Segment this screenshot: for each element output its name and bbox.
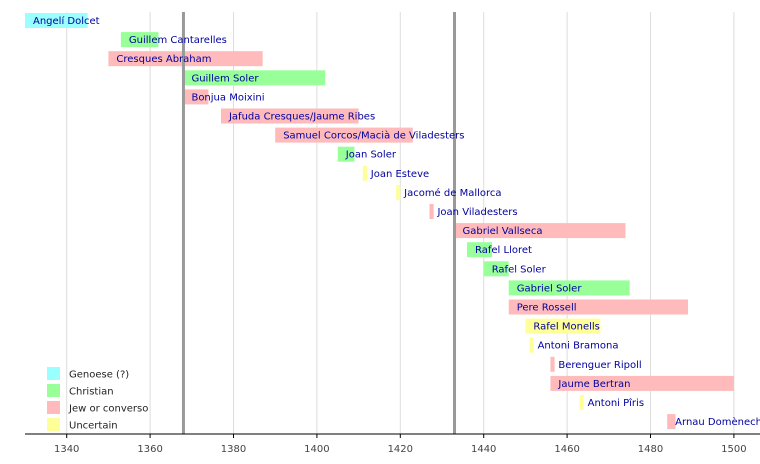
bar-label-2: Cresques Abraham (116, 54, 211, 65)
bar-label-20: Antoni Pîris (588, 397, 644, 409)
tick-label-1440: 1440 (471, 444, 496, 455)
bar-label-13: Rafel Soler (492, 264, 547, 275)
legend-label-christian: Christian (69, 387, 114, 398)
legend-swatch-jew (47, 401, 60, 414)
bar-15 (508, 299, 689, 315)
bar-label-7: Joan Soler (345, 150, 397, 161)
bar-8 (362, 165, 367, 181)
legend-swatch-uncertain (47, 418, 60, 431)
tick-label-1400: 1400 (304, 444, 329, 455)
tick-label-1500: 1500 (721, 444, 746, 455)
bar-4 (183, 89, 209, 105)
bar-6 (275, 127, 413, 143)
bar-label-17: Antoni Bramona (538, 341, 619, 352)
bar-labels: Angelí Dolcet Guillem Cantarelles Cresques… (33, 15, 760, 428)
marker-lines (181, 12, 457, 434)
legend-swatch-genoese (47, 367, 60, 380)
bar-label-19: Jaume Bertran (557, 379, 630, 390)
bar-label-5: Jafuda Cresques/Jaume Ribes (228, 112, 375, 123)
x-axis-ticks: 1340 1360 1380 1400 1420 1440 1460 1480 1500 (54, 434, 747, 455)
bar-11 (454, 223, 626, 239)
tick-label-1480: 1480 (638, 444, 663, 455)
bar-label-14: Gabriel Soler (517, 283, 583, 294)
bar-5 (220, 108, 359, 124)
bar-label-10: Joan Viladesters (436, 207, 517, 218)
bar-12 (467, 242, 493, 258)
bar-label-4: Bonjua Moixini (191, 92, 264, 103)
legend: Genoese (?) Christian Jew or converso Uncer… (47, 367, 148, 432)
tick-label-1420: 1420 (388, 444, 413, 455)
tick-label-1460: 1460 (554, 444, 579, 455)
bar-21 (667, 414, 676, 430)
bar-14 (508, 280, 630, 296)
bar-7 (337, 146, 355, 162)
bar-label-12: Rafel Lloret (475, 245, 532, 256)
bar-13 (483, 261, 509, 277)
bar-0 (25, 13, 88, 28)
bar-19 (550, 375, 734, 391)
tick-label-1380: 1380 (221, 444, 246, 455)
bar-10 (429, 204, 434, 219)
bar-20 (579, 395, 584, 410)
bar-label-18: Berenguer Ripoll (558, 360, 641, 371)
bar-9 (396, 184, 401, 200)
bar-3 (183, 70, 326, 86)
legend-swatch-christian (47, 384, 60, 397)
bar-label-3: Guillem Soler (191, 73, 259, 84)
bar-label-9: Jacomé de Mallorca (403, 187, 501, 199)
legend-label-jew: Jew or converso (68, 404, 148, 415)
bar-1 (120, 32, 159, 48)
bar-label-16: Rafel Monells (533, 322, 600, 333)
bar-label-6: Samuel Corcos/Macià de Viladesters (283, 130, 464, 142)
bar-16 (525, 318, 601, 334)
legend-label-uncertain: Uncertain (69, 421, 118, 432)
bar-label-15: Pere Rossell (517, 303, 577, 314)
bar-label-0: Angelí Dolcet (33, 15, 100, 27)
bar-label-11: Gabriel Vallseca (463, 226, 543, 237)
tick-label-1340: 1340 (54, 444, 79, 455)
bar-label-1: Guillem Cantarelles (129, 35, 227, 46)
bars (25, 13, 734, 430)
bar-label-8: Joan Esteve (370, 169, 429, 180)
bar-18 (550, 356, 555, 372)
bar-17 (529, 337, 534, 353)
tick-label-1360: 1360 (137, 444, 162, 455)
legend-label-genoese: Genoese (?) (69, 370, 129, 381)
bar-label-21: Arnau Domènech (675, 416, 760, 428)
bar-2 (108, 51, 263, 67)
